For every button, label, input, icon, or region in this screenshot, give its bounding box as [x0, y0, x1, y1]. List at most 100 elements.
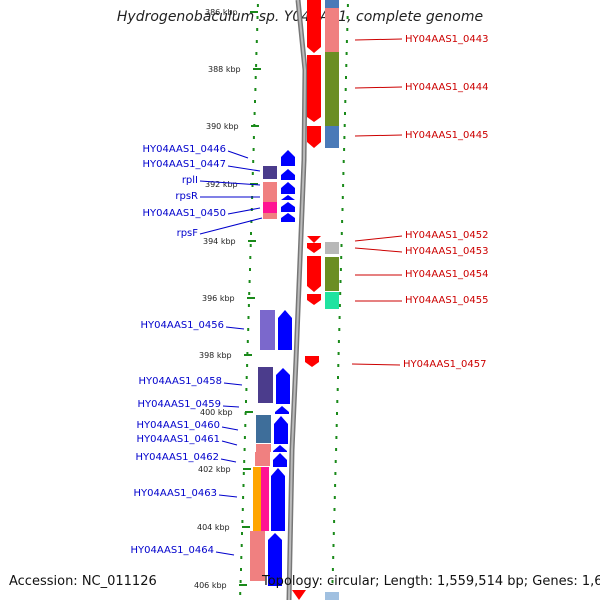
tick-dot [242, 484, 245, 487]
leader-line [199, 180, 261, 186]
tick-dot [332, 556, 335, 559]
axis-label: 386 kbp [205, 8, 238, 17]
leader-line [354, 86, 403, 89]
left-gene-label[interactable]: rpsR [175, 191, 198, 202]
gene-rpsF-arrow[interactable] [281, 213, 295, 222]
tick-dot [342, 172, 345, 175]
left-gene-label[interactable]: HY04AAS1_0458 [139, 376, 222, 387]
gene-0452b-arrow[interactable] [307, 243, 321, 253]
gene-rpsR-arrow[interactable] [281, 195, 295, 200]
gene-0452-arrow[interactable] [307, 236, 321, 243]
tick-dot [333, 496, 336, 499]
leader-line [220, 458, 237, 463]
gene-0463-arrow[interactable] [271, 468, 285, 531]
gene-0459-arrow[interactable] [275, 406, 289, 414]
leader-line [227, 150, 249, 159]
tick-dot [252, 136, 255, 139]
tick-dot [345, 64, 348, 67]
cog-block-0453 [325, 242, 339, 254]
tick-dot [245, 376, 248, 379]
left-gene-label[interactable]: HY04AAS1_0461 [137, 434, 220, 445]
cog-block-0458 [258, 367, 273, 403]
left-gene-label[interactable]: rplI [182, 175, 198, 186]
tick-dot [250, 232, 252, 235]
major-tick [239, 584, 247, 586]
cog-block-0460 [256, 415, 271, 443]
gene-0445-arrow[interactable] [307, 126, 321, 148]
gene-0446-arrow[interactable] [281, 150, 295, 166]
gene-0458-arrow[interactable] [276, 368, 290, 404]
kbp-axis: 386 kbp 388 kbp 390 kbp 392 kbp 394 kbp 396 k… [194, 8, 261, 590]
tick-dot [247, 316, 250, 319]
right-gene-label[interactable]: HY04AAS1_0452 [405, 230, 488, 241]
left-gene-label[interactable]: rpsF [177, 228, 199, 239]
gene-0461-arrow[interactable] [273, 445, 287, 452]
major-tick [253, 68, 261, 70]
tick-dot [240, 556, 243, 559]
tick-dot [344, 88, 347, 91]
right-gene-label[interactable]: HY04AAS1_0443 [405, 34, 488, 45]
right-gene-label[interactable]: HY04AAS1_0455 [405, 295, 488, 306]
gene-0444-arrow[interactable] [307, 55, 321, 122]
tick-dot [255, 52, 258, 55]
axis-label: 400 kbp [200, 408, 233, 417]
left-gene-label[interactable]: HY04AAS1_0464 [131, 545, 214, 556]
gene-0462-arrow[interactable] [273, 453, 287, 467]
tick-dot [241, 508, 244, 511]
tick-dot [339, 268, 342, 271]
tick-dot [245, 400, 247, 403]
left-gene-label[interactable]: HY04AAS1_0462 [136, 452, 219, 463]
gene-rplI-arrow[interactable] [281, 182, 295, 194]
gene-0460-arrow[interactable] [274, 416, 288, 444]
cog-block-0450 [263, 202, 277, 213]
gene-0443-arrow[interactable] [307, 0, 321, 53]
left-gene-label[interactable]: HY04AAS1_0450 [143, 208, 226, 219]
leader-line [221, 440, 238, 446]
left-gene-label[interactable]: HY04AAS1_0456 [141, 320, 224, 331]
leader-line [225, 326, 245, 330]
left-gene-label[interactable]: HY04AAS1_0463 [134, 488, 217, 499]
genome-backbone-highlight [288, 0, 307, 600]
tick-dot [339, 280, 342, 283]
tick-dot [346, 4, 349, 7]
cog-block-rpsF [263, 213, 277, 219]
gene-0457-arrow[interactable] [305, 356, 319, 367]
gene-0464-arrow[interactable] [268, 533, 282, 586]
left-gene-label[interactable]: HY04AAS1_0459 [138, 399, 221, 410]
gene-0454-arrow[interactable] [307, 256, 321, 292]
tick-dot [241, 520, 244, 523]
right-gene-label[interactable]: HY04AAS1_0453 [405, 246, 488, 257]
right-gene-label[interactable]: HY04AAS1_0444 [405, 82, 488, 93]
axis-label: 394 kbp [203, 237, 236, 246]
right-gene-label[interactable]: HY04AAS1_0445 [405, 130, 488, 141]
gene-0450-arrow[interactable] [281, 202, 295, 212]
gene-0447-arrow[interactable] [281, 169, 295, 180]
leader-line [227, 165, 261, 172]
forward-cog-blocks [325, 0, 339, 600]
tick-dot [345, 52, 348, 55]
tick-dot [341, 208, 344, 211]
major-tick [243, 468, 251, 470]
leader-line [351, 363, 401, 366]
leader-line [354, 38, 403, 41]
tick-dot [256, 4, 259, 7]
tick-dot [245, 388, 248, 391]
left-gene-label[interactable]: HY04AAS1_0447 [143, 159, 226, 170]
left-gene-label[interactable]: HY04AAS1_0446 [143, 144, 226, 155]
left-gene-label[interactable]: HY04AAS1_0460 [137, 420, 220, 431]
right-gene-label[interactable]: HY04AAS1_0454 [405, 269, 488, 280]
tick-dot [335, 424, 338, 427]
tick-dot [336, 412, 338, 415]
major-tick [248, 240, 256, 242]
tick-dot [242, 496, 245, 499]
gene-0465-arrow[interactable] [292, 590, 306, 600]
leader-line [354, 235, 403, 242]
major-tick [242, 526, 250, 528]
right-gene-label[interactable]: HY04AAS1_0457 [403, 359, 486, 370]
gene-0455-arrow[interactable] [307, 294, 321, 305]
cog-block-0444 [325, 52, 339, 126]
major-tick [247, 297, 255, 299]
tick-dot [254, 100, 256, 103]
tick-dot [256, 16, 259, 19]
gene-0456-arrow[interactable] [278, 310, 292, 350]
